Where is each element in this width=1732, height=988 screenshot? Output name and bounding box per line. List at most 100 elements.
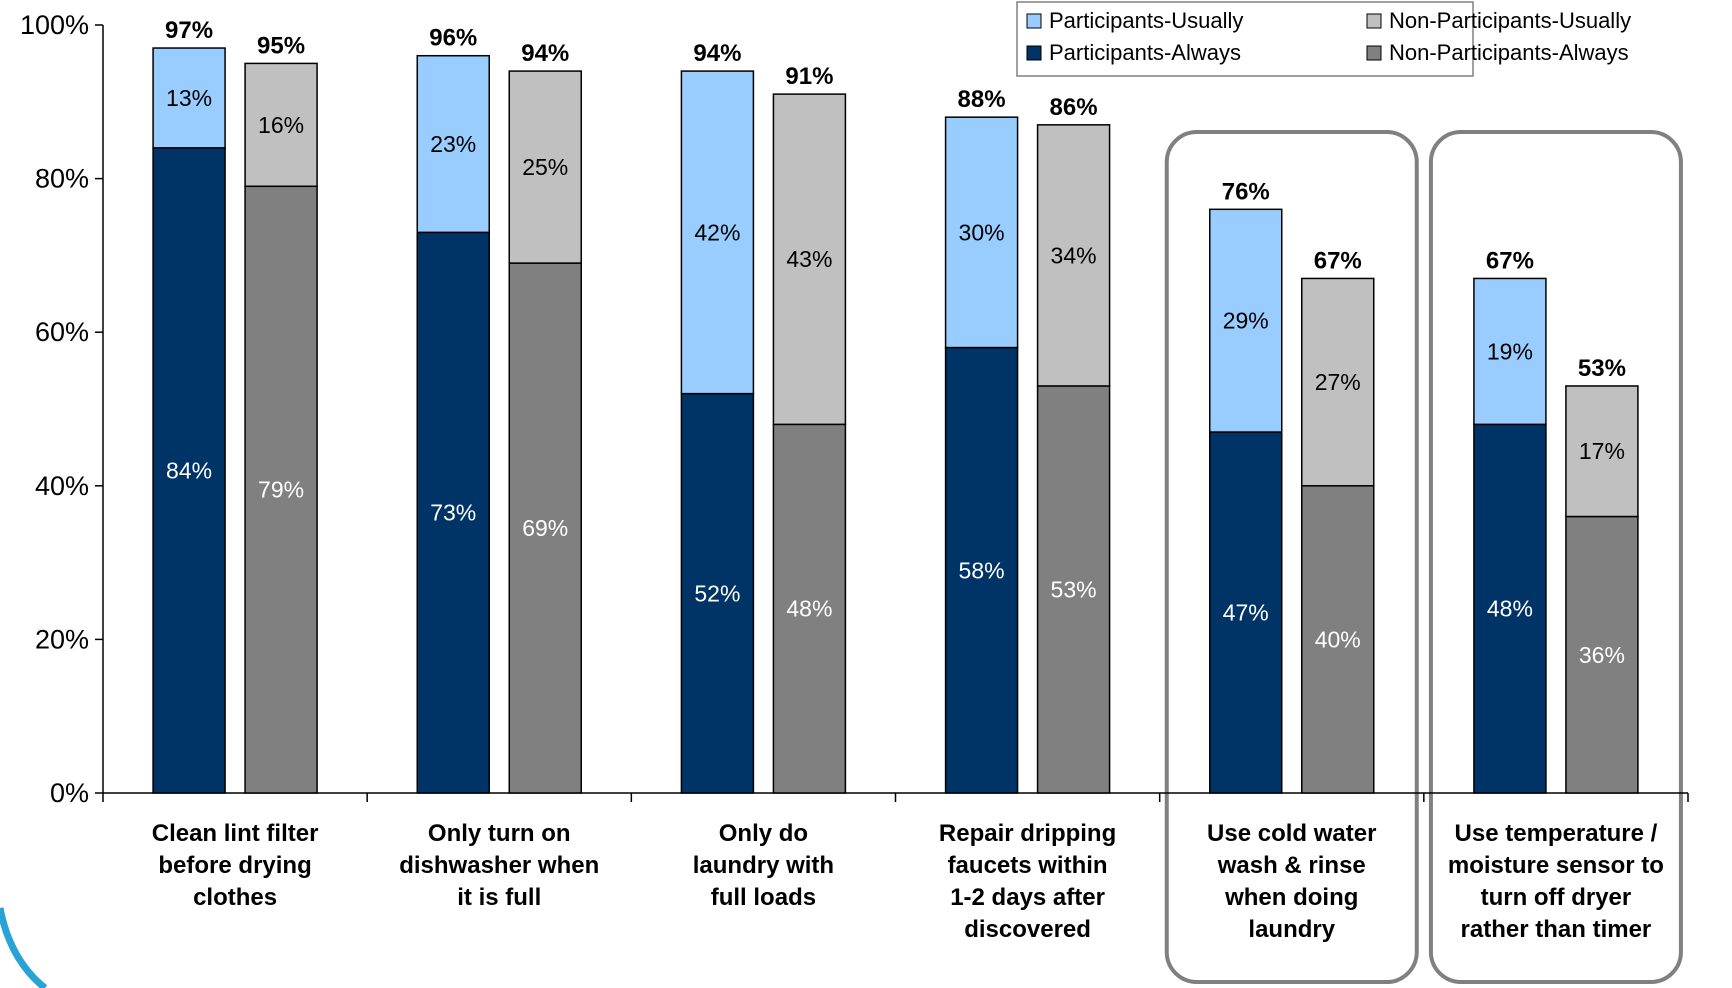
bar-segment — [1209, 208, 1283, 433]
bar-segment — [416, 54, 490, 234]
total-label: 67% — [1486, 247, 1534, 274]
bar-segment — [1036, 124, 1111, 387]
legend-swatch — [1366, 45, 1382, 61]
data-label: 16% — [258, 112, 304, 138]
category-label: Only turn on dishwasher when it is full — [399, 820, 599, 911]
category-label-line: discovered — [964, 916, 1091, 943]
category-label-line: full loads — [711, 884, 816, 911]
category-label-line: laundry with — [693, 852, 834, 879]
legend-swatch — [1026, 13, 1042, 29]
data-label: 25% — [522, 154, 568, 180]
bar-segment — [680, 392, 755, 794]
bar-segment — [244, 62, 318, 188]
total-label: 94% — [521, 40, 569, 67]
total-label: 76% — [1222, 178, 1270, 205]
legend-swatch — [1366, 13, 1382, 29]
legend: Participants-Usually Non-Participants-Usu… — [1016, 1, 1631, 77]
data-label: 48% — [786, 596, 832, 622]
legend-label: Non-Participants-Always — [1389, 40, 1629, 65]
bar-segment — [1473, 423, 1547, 794]
bar-segment — [1473, 277, 1547, 426]
legend-label: Participants-Always — [1049, 40, 1241, 65]
y-tick-label: 80% — [35, 164, 89, 194]
category-label-line: Repair dripping — [939, 820, 1116, 847]
legend-label: Participants-Usually — [1049, 8, 1243, 33]
category-label-line: Use temperature / — [1455, 820, 1658, 847]
data-label: 40% — [1315, 626, 1361, 652]
data-label: 43% — [786, 246, 832, 272]
accent-arc — [0, 907, 48, 988]
bar-segment — [944, 116, 1019, 349]
highlight-box — [1428, 130, 1683, 984]
category-label: Repair dripping faucets within 1-2 days af… — [939, 820, 1116, 943]
highlight-boxes — [1164, 130, 1683, 984]
category-label-line: rather than timer — [1461, 916, 1652, 943]
category-label-line: Clean lint filter — [152, 820, 319, 847]
data-label: 48% — [1487, 596, 1533, 622]
labels: Clean lint filter before drying clothes Onl… — [152, 17, 1664, 943]
category-label-line: Use cold water — [1207, 820, 1376, 847]
category-label-line: Only turn on — [428, 820, 571, 847]
bar-segment — [1036, 385, 1111, 794]
bars — [152, 47, 1639, 794]
total-label: 95% — [257, 32, 305, 59]
bar-segment — [1209, 431, 1283, 794]
category-label: Only do laundry with full loads — [693, 820, 834, 911]
data-label: 23% — [430, 131, 476, 157]
category-label-line: wash & rinse — [1217, 852, 1366, 879]
y-tick-label: 0% — [50, 778, 89, 808]
data-label: 27% — [1315, 369, 1361, 395]
category-label-line: moisture sensor to — [1448, 852, 1664, 879]
bar-segment — [772, 423, 847, 794]
bar-segment — [772, 93, 847, 426]
total-label: 86% — [1050, 94, 1098, 121]
data-label: 79% — [258, 477, 304, 503]
bar-segment — [152, 47, 226, 149]
data-label: 13% — [166, 85, 212, 111]
category-label-line: before drying — [158, 852, 311, 879]
legend-swatch — [1026, 45, 1042, 61]
total-label: 91% — [785, 63, 833, 90]
bar-segment — [944, 346, 1019, 794]
bar-segment — [152, 147, 226, 794]
data-label: 29% — [1223, 308, 1269, 334]
data-label: 36% — [1579, 642, 1625, 668]
category-label-line: turn off dryer — [1481, 884, 1632, 911]
data-label: 52% — [694, 580, 740, 606]
y-tick-label: 40% — [35, 471, 89, 501]
category-label-line: Only do — [719, 820, 808, 847]
data-label: 34% — [1051, 242, 1097, 268]
bar-segment — [1301, 277, 1375, 487]
total-label: 53% — [1578, 355, 1626, 382]
legend-box — [1016, 1, 1474, 77]
category-label: Use cold water wash & rinse when doing laun… — [1207, 820, 1376, 943]
y-tick-label: 100% — [20, 10, 89, 40]
category-label: Clean lint filter before drying clothes — [152, 820, 319, 911]
total-label: 67% — [1314, 247, 1362, 274]
bar-segment — [508, 70, 582, 264]
data-label: 47% — [1223, 600, 1269, 626]
bar-segment — [1565, 385, 1639, 518]
category-label-line: when doing — [1224, 884, 1358, 911]
bar-segment — [416, 231, 490, 794]
decor — [0, 907, 48, 988]
category-label-line: dishwasher when — [399, 852, 599, 879]
category-label-line: laundry — [1248, 916, 1335, 943]
data-label: 69% — [522, 515, 568, 541]
bar-segment — [680, 70, 755, 395]
y-tick-label: 60% — [35, 317, 89, 347]
highlight-box — [1164, 130, 1419, 984]
data-label: 30% — [959, 219, 1005, 245]
total-label: 97% — [165, 17, 213, 44]
data-label: 17% — [1579, 438, 1625, 464]
data-label: 42% — [694, 219, 740, 245]
data-label: 84% — [166, 457, 212, 483]
bar-segment — [244, 185, 318, 794]
category-label-line: it is full — [457, 884, 541, 911]
data-label: 53% — [1051, 576, 1097, 602]
total-label: 96% — [429, 25, 477, 52]
legend-label: Non-Participants-Usually — [1389, 8, 1631, 33]
category-label-line: faucets within — [948, 852, 1108, 879]
category-label-line: 1-2 days after — [950, 884, 1105, 911]
